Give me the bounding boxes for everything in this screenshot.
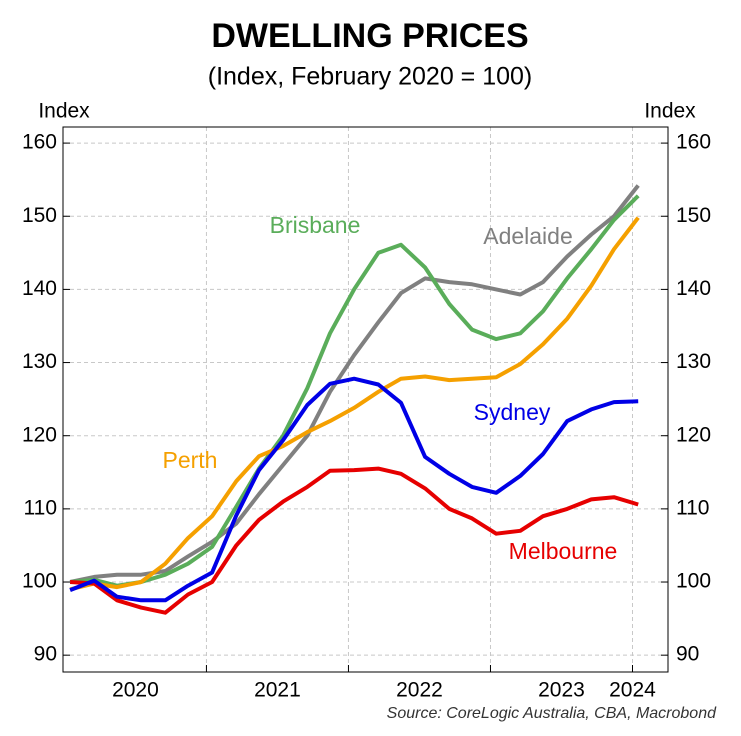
y-tick-label: 130 [22, 350, 57, 373]
y-tick-label: 90 [34, 643, 57, 666]
y2-tick-label: 160 [676, 131, 711, 154]
y2-tick-label: 120 [676, 423, 711, 446]
x-tick-label: 2023 [538, 679, 585, 702]
y2-tick-label: 100 [676, 570, 711, 593]
series-line [69, 194, 640, 588]
x-tick-label: 2020 [112, 679, 159, 702]
y2-tick-label: 130 [676, 350, 711, 373]
chart-subtitle: (Index, February 2020 = 100) [208, 63, 533, 91]
y-tick-label: 100 [22, 570, 57, 593]
y-tick-label: 110 [24, 496, 57, 519]
plot-frame [62, 126, 669, 673]
series-label: Melbourne [509, 538, 618, 564]
series-label: Adelaide [483, 223, 573, 249]
x-tick-label: 2022 [396, 679, 443, 702]
x-tick-label: 2024 [609, 679, 656, 702]
y-tick-label: 120 [22, 423, 57, 446]
chart-title: DWELLING PRICES [211, 17, 528, 55]
series-label: Brisbane [270, 212, 361, 238]
source-note: Source: CoreLogic Australia, CBA, Macrob… [387, 705, 717, 722]
y2-axis-label: Index [644, 100, 696, 123]
y2-tick-label: 140 [676, 277, 711, 300]
y-tick-label: 160 [22, 131, 57, 154]
series-line [69, 184, 640, 584]
series-label: Perth [163, 447, 218, 473]
x-tick-label: 2021 [254, 679, 301, 702]
series-line [69, 466, 639, 615]
series-line [69, 216, 640, 592]
y-tick-label: 150 [22, 204, 57, 227]
y2-tick-label: 110 [676, 496, 709, 519]
series-label: Sydney [474, 399, 551, 425]
y2-tick-label: 150 [676, 204, 711, 227]
y-tick-label: 140 [22, 277, 57, 300]
series-line [69, 376, 639, 603]
y2-tick-label: 90 [676, 643, 699, 666]
y-axis-label: Index [38, 100, 90, 123]
